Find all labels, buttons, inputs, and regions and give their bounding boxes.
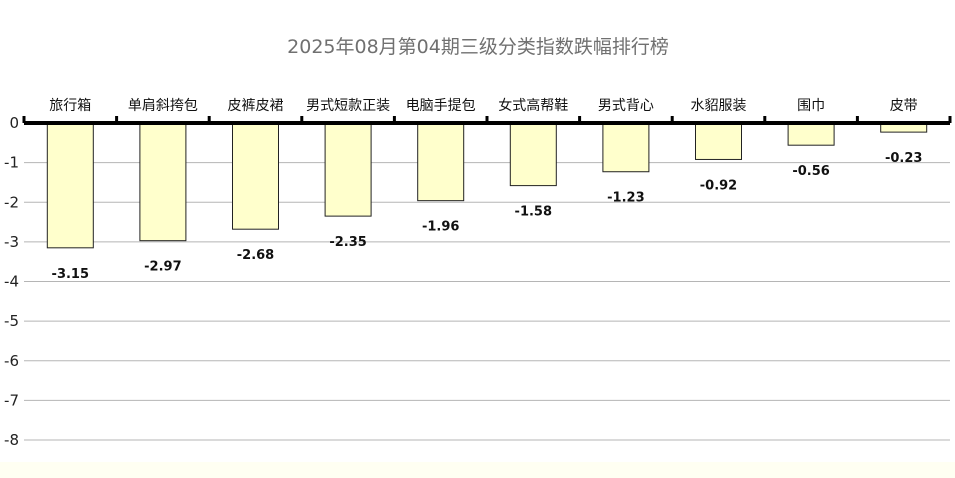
data-label: -2.68	[237, 248, 274, 263]
data-label: -3.15	[52, 267, 89, 282]
y-tick-label: -4	[4, 273, 19, 291]
category-label: 单肩斜挎包	[128, 98, 198, 114]
chart-title: 2025年08月第04期三级分类指数跌幅排行榜	[287, 36, 669, 58]
data-label: -0.56	[792, 164, 829, 179]
category-label: 电脑手提包	[406, 98, 476, 114]
bar	[602, 122, 650, 173]
y-tick-label: -1	[4, 154, 19, 172]
category-label: 男式短款正装	[306, 98, 390, 114]
data-labels: -3.15 -2.97 -2.68 -2.35 -1.96 -1.58 -1.23 -0.92…	[52, 151, 923, 282]
data-label: -0.92	[700, 178, 737, 193]
bar	[139, 122, 187, 242]
category-label: 男式背心	[598, 98, 654, 114]
data-label: -2.97	[144, 260, 181, 275]
y-tick-label: -2	[4, 193, 19, 211]
data-label: -1.96	[422, 220, 459, 235]
bar	[787, 122, 835, 146]
y-axis-ticks: 0 -1 -2 -3 -4 -5 -6 -7 -8	[4, 114, 19, 449]
bar	[232, 122, 279, 230]
y-tick-label: -3	[4, 233, 19, 251]
category-label: 水貂服装	[691, 98, 747, 114]
bar	[417, 122, 465, 202]
y-tick-label: -7	[4, 391, 19, 409]
bar	[324, 122, 372, 217]
bar	[695, 122, 742, 160]
bar	[509, 122, 557, 187]
category-label: 皮裤皮裙	[228, 98, 284, 114]
category-label: 围巾	[797, 98, 825, 114]
y-tick-label: -5	[4, 312, 19, 330]
category-label: 皮带	[890, 98, 918, 114]
y-tick-label: -6	[4, 352, 19, 370]
data-label: -1.58	[515, 205, 552, 220]
category-label: 女式高帮鞋	[498, 97, 568, 114]
category-label: 旅行箱	[49, 98, 91, 114]
y-tick-label: -8	[4, 431, 19, 449]
bars	[46, 122, 928, 249]
data-label: -1.23	[607, 191, 644, 206]
data-label: -2.35	[329, 235, 366, 250]
bar	[46, 122, 94, 249]
y-tick-label: 0	[9, 114, 19, 132]
bottom-band	[0, 462, 955, 478]
category-axis: 旅行箱 单肩斜挎包 皮裤皮裙 男式短款正装 电脑手提包 女式高帮鞋 男式背心 水貂服装 围巾 皮带	[22, 97, 952, 125]
data-label: -0.23	[885, 151, 922, 166]
